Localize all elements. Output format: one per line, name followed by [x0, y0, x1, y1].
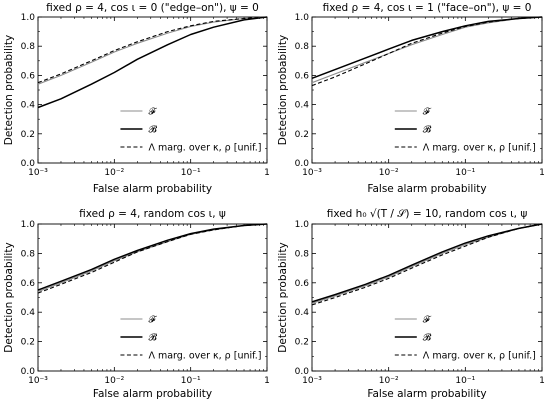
y-tick-label: 0.8 — [21, 42, 36, 52]
legend-label-1: 𝓕 — [148, 315, 157, 326]
x-tick-label: 10⁻² — [104, 376, 124, 386]
x-axis-label: False alarm probability — [367, 388, 486, 400]
x-tick-label: 10⁻³ — [302, 168, 322, 178]
y-tick-label: 0.6 — [21, 71, 36, 81]
y-tick-label: 1.0 — [295, 13, 310, 23]
panel-title: fixed ρ = 4, cos ι = 1 ("face–on"), ψ = … — [323, 2, 532, 14]
y-axis-label: Detection probability — [3, 35, 15, 145]
panel-title: fixed ρ = 4, random cos ι, ψ — [79, 208, 226, 220]
y-tick-label: 1.0 — [21, 13, 36, 23]
y-tick-label: 0.6 — [295, 71, 310, 81]
y-tick-label: 1.0 — [295, 220, 310, 230]
series-line-3 — [37, 16, 268, 84]
x-tick-label: 1 — [264, 168, 270, 178]
y-tick-label: 0.4 — [295, 101, 310, 111]
legend-label-1: 𝓕 — [423, 107, 432, 118]
series-line-3 — [311, 223, 543, 306]
series-line-1 — [37, 16, 268, 85]
x-tick-label: 10⁻² — [379, 168, 399, 178]
x-tick-label: 1 — [539, 376, 545, 386]
x-axis-label: False alarm probability — [93, 388, 212, 400]
x-tick-label: 10⁻³ — [302, 376, 322, 386]
panel-title: fixed ρ = 4, cos ι = 0 ("edge–on"), ψ = … — [46, 2, 259, 14]
legend-label-3: Λ marg. over κ, ρ [unif.] — [148, 351, 261, 362]
legend-label-2: 𝓑 — [148, 332, 157, 344]
y-tick-label: 0.6 — [21, 279, 36, 289]
plot-frame — [311, 223, 543, 372]
series-line-1 — [37, 223, 268, 293]
plot-frame — [37, 16, 268, 164]
x-tick-label: 1 — [264, 376, 270, 386]
y-tick-label: 0.4 — [21, 308, 36, 318]
legend-label-1: 𝓕 — [148, 107, 157, 118]
y-tick-label: 0.8 — [21, 249, 36, 259]
legend-label-3: Λ marg. over κ, ρ [unif.] — [148, 143, 261, 154]
y-axis-label: Detection probability — [3, 242, 15, 352]
y-axis-label: Detection probability — [277, 242, 289, 352]
x-tick-label: 1 — [539, 168, 545, 178]
series-line-2 — [311, 223, 543, 303]
y-tick-label: 0.2 — [295, 338, 309, 348]
panel-1: fixed ρ = 4, cos ι = 0 ("edge–on"), ψ = … — [3, 2, 270, 195]
panel-2: fixed ρ = 4, cos ι = 1 ("face–on"), ψ = … — [277, 2, 545, 195]
legend-label-3: Λ marg. over κ, ρ [unif.] — [423, 143, 536, 154]
x-tick-label: 10⁻³ — [28, 168, 48, 178]
x-tick-label: 10⁻³ — [28, 376, 48, 386]
x-axis-label: False alarm probability — [367, 183, 486, 195]
plot-frame — [311, 16, 543, 164]
y-tick-label: 0.2 — [21, 130, 35, 140]
legend-label-1: 𝓕 — [423, 315, 432, 326]
legend-label-2: 𝓑 — [423, 124, 432, 136]
x-tick-label: 10⁻² — [379, 376, 399, 386]
y-tick-label: 0.0 — [295, 367, 310, 377]
legend-label-3: Λ marg. over κ, ρ [unif.] — [423, 351, 536, 362]
y-tick-label: 0.0 — [21, 367, 36, 377]
series-line-2 — [37, 16, 268, 109]
legend-label-2: 𝓑 — [423, 332, 432, 344]
panel-4: fixed h₀ √(T / 𝒮) = 10, random cos ι, ψ 0… — [277, 208, 545, 400]
legend-label-2: 𝓑 — [148, 124, 157, 136]
x-tick-label: 10⁻¹ — [181, 168, 201, 178]
panel-3: fixed ρ = 4, random cos ι, ψ 0.0 0.2 0.4 0.6… — [3, 208, 270, 400]
y-tick-label: 1.0 — [21, 220, 36, 230]
x-tick-label: 10⁻¹ — [181, 376, 201, 386]
y-tick-label: 0.4 — [21, 101, 36, 111]
y-axis-label: Detection probability — [277, 35, 289, 145]
y-tick-label: 0.8 — [295, 249, 310, 259]
y-tick-label: 0.8 — [295, 42, 310, 52]
y-tick-label: 0.2 — [21, 338, 35, 348]
series-line-1 — [311, 16, 543, 84]
x-tick-label: 10⁻¹ — [455, 376, 475, 386]
x-axis-label: False alarm probability — [93, 183, 212, 195]
panel-title: fixed h₀ √(T / 𝒮) = 10, random cos ι, ψ — [327, 208, 528, 220]
x-tick-label: 10⁻¹ — [455, 168, 475, 178]
x-tick-label: 10⁻² — [104, 168, 124, 178]
y-tick-label: 0.2 — [295, 130, 309, 140]
series-line-3 — [311, 16, 543, 87]
y-tick-label: 0.0 — [21, 159, 36, 169]
y-tick-label: 0.0 — [295, 159, 310, 169]
y-tick-label: 0.4 — [295, 308, 310, 318]
series-line-2 — [37, 223, 268, 291]
series-line-3 — [37, 223, 268, 294]
y-tick-label: 0.6 — [295, 279, 310, 289]
